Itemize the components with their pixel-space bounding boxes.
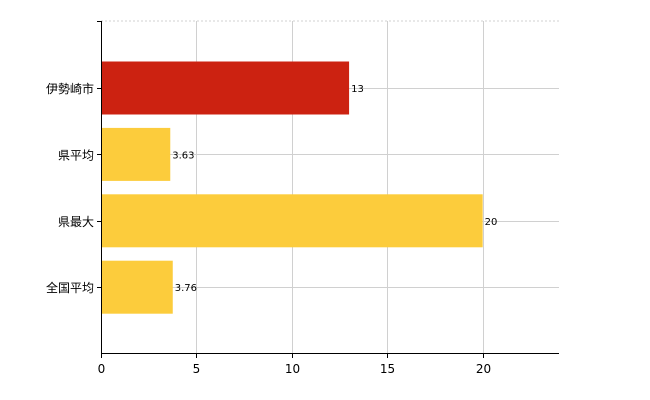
x-tick-label: 10	[285, 362, 300, 376]
category-label: 全国平均	[46, 280, 94, 295]
labels-layer: 13 伊勢崎市 3.63 県平均 20 県最大 3.76 全国平均 0 5 10 15 20	[46, 81, 497, 376]
bar	[101, 260, 173, 314]
data-label: 3.76	[175, 283, 197, 294]
category-label: 県平均	[58, 148, 94, 162]
data-label: 20	[485, 217, 498, 228]
bars-layer	[101, 61, 483, 314]
bar	[101, 61, 350, 115]
data-label: 13	[351, 84, 364, 95]
category-label: 伊勢崎市	[46, 81, 94, 96]
x-tick-label: 0	[98, 362, 106, 376]
category-label: 県最大	[58, 215, 94, 229]
x-tick-label: 15	[380, 362, 395, 376]
bar	[101, 194, 483, 248]
x-tick-label: 20	[476, 362, 491, 376]
x-tick-label: 5	[193, 362, 201, 376]
data-label: 3.63	[172, 150, 194, 161]
axes-layer	[97, 21, 559, 358]
bar	[101, 127, 171, 181]
